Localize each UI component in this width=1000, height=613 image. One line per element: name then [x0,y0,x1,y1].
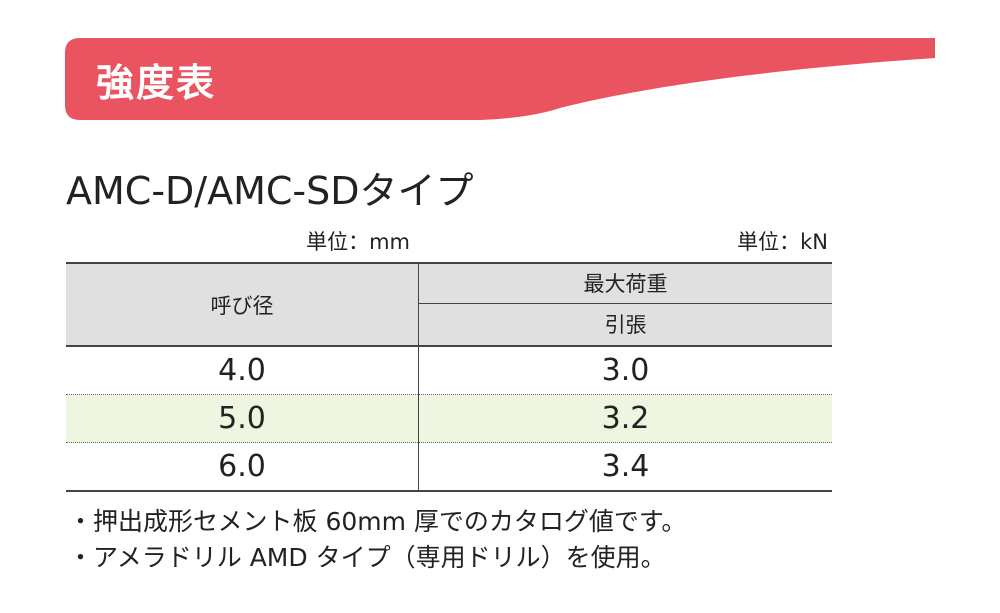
unit-label: 単位：mm [306,230,410,254]
table-row: 5.0 3.2 [66,394,832,443]
table-cell: 3.0 [418,346,832,395]
header-cell: 引張 [418,303,832,347]
table-row: 6.0 3.4 [66,442,832,492]
note: ・アメラドリル AMD タイプ（専用ドリル）を使用。 [68,543,666,572]
strength-table: 呼び径 最大荷重 引張 4.0 3.0 5.0 3.2 6.0 3.4 [66,262,832,492]
banner-shape [65,38,935,120]
unit-label: 単位：kN [737,230,828,254]
table-cell: 6.0 [66,442,419,492]
table-cell: 3.4 [418,442,832,492]
table-row: 4.0 3.0 [66,346,832,395]
title: 強度表 [96,61,217,105]
banner [65,38,935,120]
header-cell: 最大荷重 [418,262,832,304]
note: ・押出成形セメント板 60mm 厚でのカタログ値です。 [68,507,687,536]
subtitle: AMC-D/AMC-SDタイプ [66,169,474,213]
table-cell: 3.2 [418,394,832,443]
table-cell: 4.0 [66,346,419,395]
header-cell: 呼び径 [66,262,419,347]
table-cell: 5.0 [66,394,419,443]
